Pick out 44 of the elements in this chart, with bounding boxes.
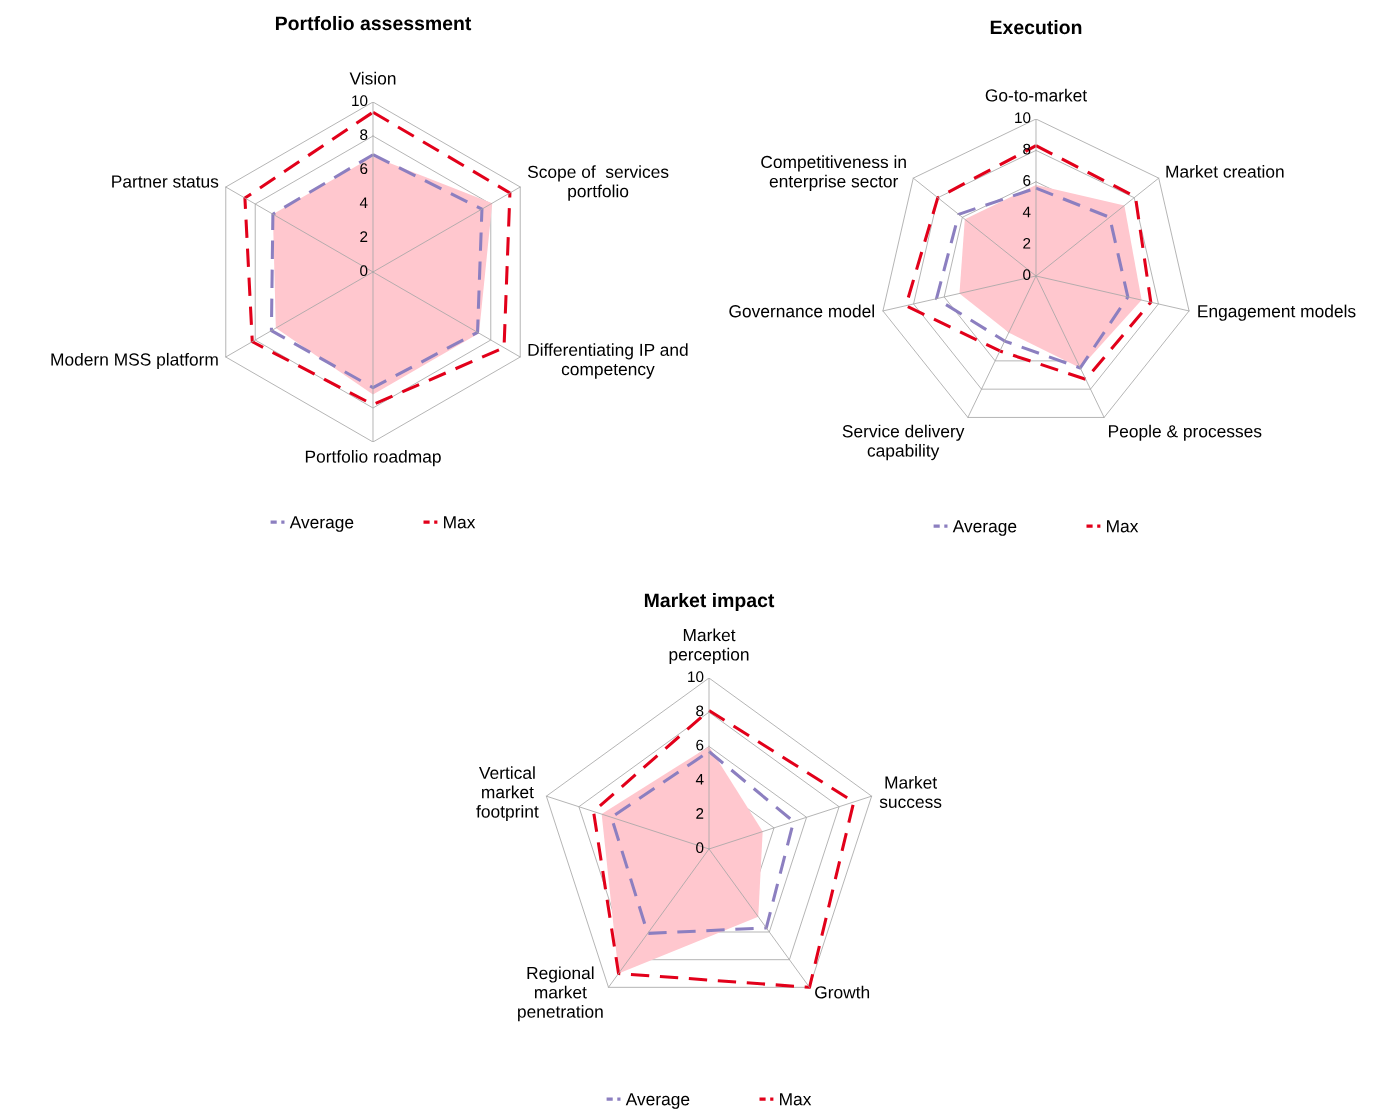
spoke-label: Market perception [669, 628, 749, 664]
legend-label: Max [444, 516, 476, 529]
y-tick-label: 6 [696, 739, 704, 751]
y-tick-label: 0 [360, 265, 368, 277]
legend-label: Average [625, 1093, 690, 1109]
spoke-label: Vision [349, 71, 396, 85]
spoke-label: Growth [815, 985, 870, 999]
spoke-label: Engagement models [1198, 304, 1356, 321]
y-tick-label: 2 [360, 231, 368, 242]
y-tick-label: 6 [360, 163, 368, 175]
y-tick-label: 10 [352, 95, 368, 107]
spoke-label: Market success [879, 775, 942, 809]
spoke-label: Modern MSS platform [51, 352, 218, 370]
spoke-label: Market creation [1166, 165, 1284, 178]
spoke-label: Service delivery capability [842, 424, 965, 461]
spoke-label: Portfolio roadmap [305, 450, 441, 467]
spoke-label: Governance model [729, 304, 874, 318]
y-tick-label: 4 [359, 197, 368, 208]
spoke-label: Scope of services portfolio [527, 165, 669, 201]
spoke-label: Regional market penetration [518, 966, 603, 1022]
spoke-label: Partner status [112, 175, 219, 188]
spoke-label: Differentiating IP and competency [528, 343, 688, 379]
spoke-label: Competitiveness in enterprise sector [761, 155, 906, 191]
y-tick-label: 8 [360, 129, 368, 141]
legend-label: Max [1107, 520, 1139, 533]
legend-label: Average [952, 520, 1017, 536]
y-tick-label: 4 [1022, 206, 1031, 218]
spoke-label: Vertical market footprint [476, 766, 539, 822]
chart-title: Portfolio assessment [275, 15, 472, 31]
y-tick-label: 6 [1023, 175, 1031, 186]
chart-title: Execution [990, 19, 1082, 35]
y-tick-label: 0 [696, 842, 704, 854]
chart-title: Market impact [644, 592, 775, 612]
y-tick-label: 0 [1023, 269, 1031, 281]
legend-label: Average [289, 516, 354, 532]
y-tick-label: 10 [688, 671, 704, 683]
y-tick-label: 10 [1015, 112, 1031, 124]
y-tick-label: 4 [695, 774, 704, 785]
y-tick-label: 2 [696, 808, 704, 819]
y-tick-label: 2 [1023, 237, 1031, 249]
spoke-label: People & processes [1109, 424, 1262, 441]
legend-label: Max [780, 1093, 812, 1106]
y-tick-label: 8 [696, 705, 704, 717]
spoke-label: Go-to-market [985, 88, 1088, 102]
